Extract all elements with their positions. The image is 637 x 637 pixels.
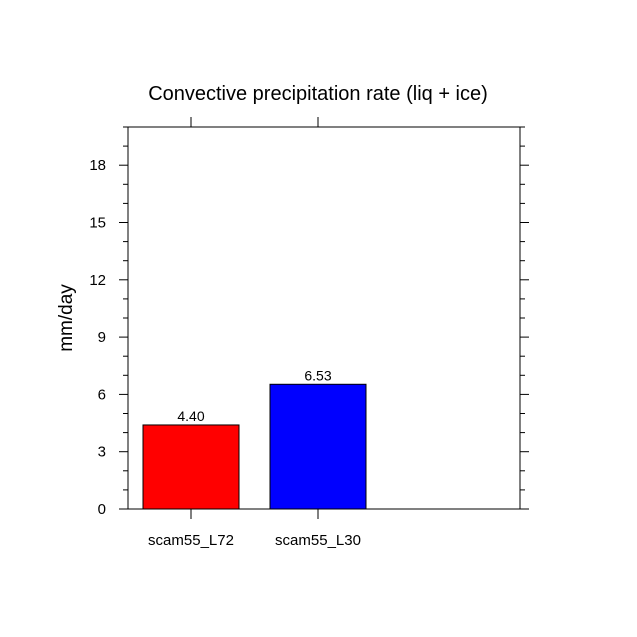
value-labels: 4.40 6.53 [177,367,331,424]
y-tick-label: 12 [89,272,106,289]
bars [142,383,367,510]
chart-title: Convective precipitation rate (liq + ice… [148,83,488,105]
minor-ticks [123,126,525,491]
y-tick-label: 3 [98,444,106,461]
x-category-label: scam55_L30 [275,532,361,549]
x-category-label: scam55_L72 [148,532,234,549]
bar-scam55_L72 [142,424,240,510]
y-tick-label: 0 [98,501,106,518]
y-tick-label: 18 [89,157,106,174]
y-tick-label: 6 [98,386,106,403]
bar-scam55_L30 [269,383,367,510]
major-ticks [119,117,529,519]
y-axis-label: mm/day [56,284,77,352]
y-tick-label: 9 [98,329,106,346]
bar-value-label: 6.53 [304,367,331,383]
y-tick-labels: 0 3 6 9 12 15 18 [89,157,106,518]
category-labels: scam55_L72 scam55_L30 [148,532,361,549]
y-tick-label: 15 [89,215,106,232]
bar-value-label: 4.40 [177,408,204,424]
